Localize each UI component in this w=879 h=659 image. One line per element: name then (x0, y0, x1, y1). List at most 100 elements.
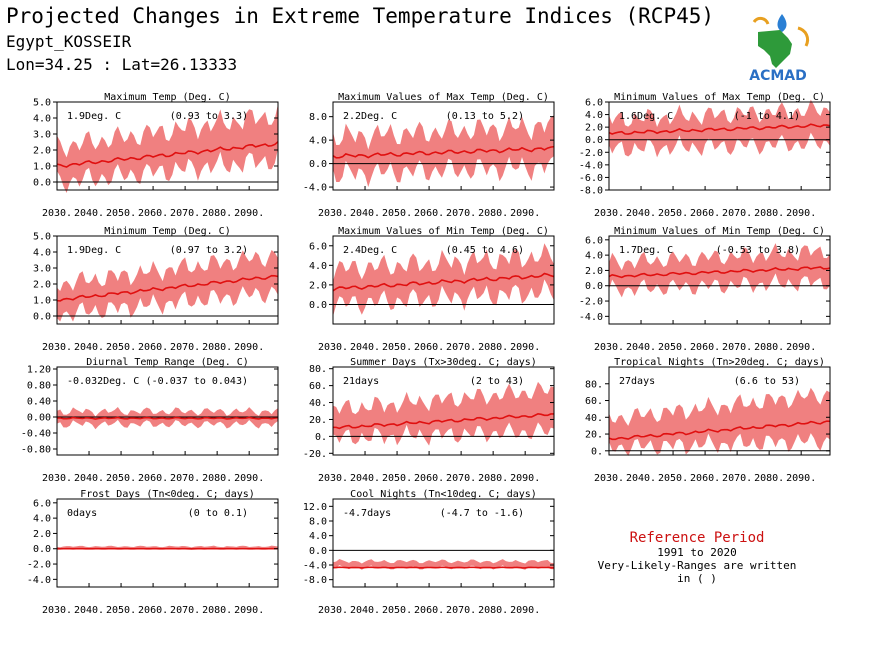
plot-frame (56, 366, 279, 456)
x-tick-label: 2060. (690, 208, 720, 219)
plot-frame (332, 235, 555, 325)
y-tick-label: 2.0 (33, 280, 51, 291)
median-line (56, 141, 279, 168)
x-tick-label: 2080. (754, 473, 784, 484)
y-tick-label: 6.0 (585, 235, 603, 246)
x-tick-label: 2040. (626, 208, 656, 219)
x-tick-label: 2090. (510, 342, 540, 353)
x-tick-label: 2080. (478, 605, 508, 616)
x-tick-label: 2030. (318, 342, 348, 353)
chart-title: Frost Days (Tn<0deg. C; days) (80, 489, 255, 500)
chart-range: (2 to 43) (470, 376, 524, 387)
chart-maximum-temp: 5.0 4.0 3.0 2.0 1.0 0.0 2030. 2040. 2050. 2060. 20… (0, 90, 280, 220)
chart-stat: 0days (67, 508, 97, 519)
y-tick-label: 60. (585, 396, 603, 407)
chart-range: (0.45 to 4.6) (446, 245, 524, 256)
median-line (608, 420, 831, 441)
chart-svg: 6.0 4.0 2.0 0.0 2030. 2040. 2050. 2060. 2070. 208… (309, 226, 555, 353)
y-tick-label: 20. (309, 415, 327, 426)
y-tick-label: 1.0 (33, 162, 51, 173)
chart-range: (-0.037 to 0.043) (146, 376, 248, 387)
x-tick-label: 2080. (202, 208, 232, 219)
x-tick-label: 2060. (138, 208, 168, 219)
y-tick-label: 0.0 (585, 281, 603, 292)
chart-title: Tropical Nights (Tn>20deg. C; days) (614, 357, 825, 368)
plot-frame (332, 366, 555, 456)
y-tick-label: 40. (309, 398, 327, 409)
x-tick-label: 2050. (658, 208, 688, 219)
x-tick-label: 2050. (106, 605, 136, 616)
x-tick-label: 2040. (350, 342, 380, 353)
reference-period-note: Reference Period 1991 to 2020 Very-Likel… (592, 530, 802, 585)
x-tick-label: 2040. (350, 605, 380, 616)
y-tick-label: 80. (309, 364, 327, 375)
y-tick-label: 0.40 (27, 397, 51, 408)
chart-stat: 2.2Deg. C (343, 111, 397, 122)
x-tick-label: 2080. (478, 208, 508, 219)
plot-frame (56, 498, 279, 588)
svg-text:ACMAD: ACMAD (749, 68, 807, 84)
median-line (332, 272, 555, 292)
y-tick-label: -20. (303, 449, 327, 460)
y-tick-label: 3.0 (33, 264, 51, 275)
y-tick-label: -8.0 (579, 186, 603, 197)
x-tick-label: 2030. (42, 342, 72, 353)
median-line (56, 416, 279, 420)
x-tick-label: 2060. (690, 342, 720, 353)
y-tick-label: 1.20 (27, 365, 51, 376)
median-line (332, 145, 555, 159)
y-tick-label: 0.80 (27, 381, 51, 392)
x-tick-label: 2030. (42, 208, 72, 219)
x-tick-label: 2080. (754, 342, 784, 353)
chart-range: (6.6 to 53) (734, 376, 800, 387)
chart-title: Minimum Values of Min Temp (Deg. C) (614, 226, 825, 237)
chart-cool-nights: 12.0 8.0 4.0 0.0 -4.0 -8.0 2030. 2040. 2050. 2060… (276, 487, 556, 617)
plot-frame (608, 235, 831, 325)
x-tick-label: 2070. (446, 342, 476, 353)
chart-title: Summer Days (Tx>30deg. C; days) (350, 357, 537, 368)
range-band (609, 243, 830, 298)
x-tick-label: 2090. (234, 342, 264, 353)
y-tick-label: 4.0 (33, 248, 51, 259)
range-band (609, 387, 830, 457)
y-tick-label: 20. (585, 430, 603, 441)
x-tick-label: 2070. (722, 208, 752, 219)
y-tick-label: 0.0 (33, 312, 51, 323)
x-tick-label: 2080. (202, 605, 232, 616)
y-tick-label: -0.40 (21, 429, 51, 440)
chart-max-values-max-temp: 8.0 4.0 0.0 -4.0 2030. 2040. 2050. 2060. 2070. 20… (276, 90, 556, 220)
x-tick-label: 2060. (414, 473, 444, 484)
x-tick-label: 2070. (722, 342, 752, 353)
y-tick-label: 4.0 (33, 514, 51, 525)
y-tick-label: -4.0 (27, 575, 51, 586)
x-tick-label: 2040. (350, 473, 380, 484)
x-tick-label: 2040. (74, 473, 104, 484)
y-tick-label: 4.0 (585, 110, 603, 121)
chart-svg: 1.20 0.80 0.40 0.00 -0.40 -0.80 2030. 2040. 2050… (21, 357, 279, 484)
chart-minimum-temp: 5.0 4.0 3.0 2.0 1.0 0.0 2030. 2040. 2050. 2060. 20… (0, 224, 280, 354)
x-tick-label: 2040. (74, 342, 104, 353)
reference-period-years: 1991 to 2020 (657, 546, 737, 559)
y-tick-label: -2.0 (27, 560, 51, 571)
x-tick-label: 2030. (42, 473, 72, 484)
chart-svg: 80.60.40.20.0.2030. 2040. 2050. 2060. 2070. 2… (585, 357, 831, 484)
y-tick-label: 4.0 (309, 136, 327, 147)
x-tick-label: 2070. (446, 473, 476, 484)
y-tick-label: 2.0 (33, 529, 51, 540)
reference-range-note: Very-Likely-Ranges are written in ( ) (597, 559, 797, 585)
x-tick-label: 2050. (382, 605, 412, 616)
chart-title: Minimum Temp (Deg. C) (104, 226, 230, 237)
x-tick-label: 2090. (786, 473, 816, 484)
chart-summer-days: 80. 60. 40. 20. 0. -20. 2030. 2040. 2050. 2060. 20… (276, 355, 556, 485)
median-line (332, 566, 555, 569)
x-tick-label: 2030. (594, 473, 624, 484)
x-tick-label: 2050. (658, 342, 688, 353)
chart-svg: 12.0 8.0 4.0 0.0 -4.0 -8.0 2030. 2040. 2050. 2060… (303, 489, 555, 616)
y-tick-label: 0.0 (309, 546, 327, 557)
chart-title: Diurnal Temp Range (Deg. C) (86, 357, 249, 368)
chart-max-values-min-temp: 6.0 4.0 2.0 0.0 2030. 2040. 2050. 2060. 2070. 208… (276, 224, 556, 354)
chart-stat: 1.6Deg. C (619, 111, 673, 122)
x-tick-label: 2040. (350, 208, 380, 219)
x-tick-label: 2030. (42, 605, 72, 616)
